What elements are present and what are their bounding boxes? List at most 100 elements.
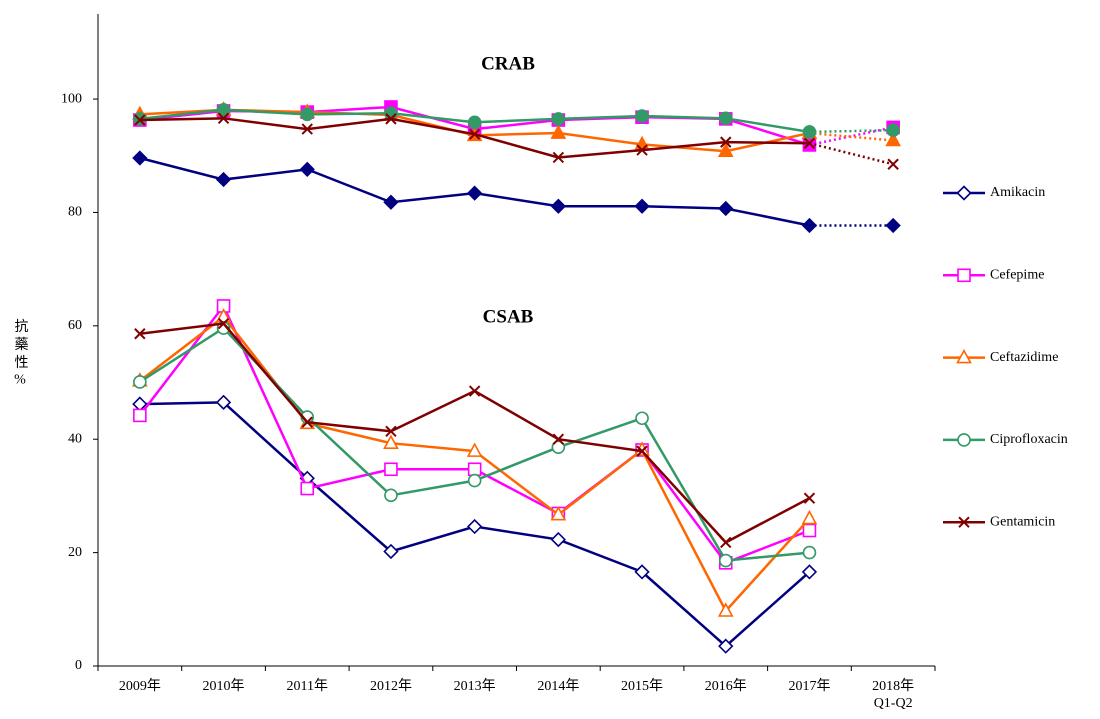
- marker: [468, 385, 481, 397]
- marker: [215, 394, 232, 410]
- marker: [299, 161, 315, 177]
- x-tick-label: 2010年: [202, 679, 245, 694]
- x-tick-label: 2014年: [537, 679, 580, 694]
- marker: [802, 138, 817, 152]
- marker: [467, 185, 483, 201]
- x-tick-label: 2017年: [788, 679, 831, 694]
- marker: [467, 462, 482, 477]
- marker: [802, 523, 817, 538]
- legend-entry: Cefepime: [943, 268, 1044, 283]
- marker: [550, 531, 566, 548]
- marker: [134, 328, 146, 340]
- marker: [958, 516, 970, 528]
- legend-entry: Gentamicin: [943, 514, 1055, 529]
- marker: [636, 144, 648, 156]
- x-tick-label: 2015年: [621, 679, 664, 694]
- marker: [217, 317, 230, 330]
- legend-label: Amikacin: [990, 185, 1045, 200]
- marker: [801, 509, 818, 525]
- marker: [718, 111, 733, 126]
- marker: [802, 125, 817, 139]
- y-tick-label: 20: [68, 545, 82, 560]
- series: [134, 317, 816, 549]
- marker: [717, 602, 734, 617]
- marker: [718, 638, 734, 654]
- marker: [634, 564, 650, 580]
- series: [132, 394, 818, 654]
- marker: [384, 488, 398, 503]
- series-dotted-line: [809, 131, 894, 142]
- y-tick-label: 80: [68, 205, 82, 220]
- marker: [466, 442, 483, 457]
- marker: [133, 375, 147, 389]
- marker: [550, 124, 567, 139]
- marker: [385, 425, 397, 437]
- series: [132, 150, 901, 234]
- marker: [801, 564, 818, 580]
- marker: [385, 113, 397, 125]
- series-line: [139, 322, 811, 544]
- legend-label: Cefepime: [990, 268, 1044, 283]
- marker: [301, 416, 313, 428]
- x-tick-label: 2012年: [369, 679, 412, 694]
- marker: [132, 150, 148, 166]
- marker: [467, 518, 483, 535]
- annotation: CSAB: [483, 306, 534, 327]
- marker: [885, 217, 901, 234]
- legend-entry: Ciprofloxacin: [943, 432, 1068, 447]
- marker: [551, 440, 566, 454]
- x-tick-label: 2011年: [286, 679, 328, 694]
- marker: [885, 131, 901, 147]
- marker: [720, 536, 732, 549]
- marker: [886, 123, 900, 138]
- series-dotted-line: [809, 142, 894, 166]
- legend-label: Ceftazidime: [990, 350, 1058, 365]
- legend-label: Gentamicin: [990, 514, 1055, 529]
- y-tick-label: 40: [68, 431, 82, 446]
- series-dotted-line: [809, 126, 894, 147]
- marker: [803, 492, 816, 504]
- marker: [384, 106, 398, 121]
- marker: [467, 473, 482, 488]
- y-axis-label: 抗藥性%: [13, 319, 29, 392]
- marker: [301, 123, 313, 135]
- x-tick-label: 2016年: [704, 679, 747, 694]
- marker: [718, 200, 734, 217]
- marker: [215, 171, 232, 188]
- series-dotted-line: [809, 128, 894, 134]
- y-tick-label: 0: [75, 658, 82, 673]
- annotation: CRAB: [481, 53, 535, 74]
- marker: [551, 112, 566, 126]
- marker: [801, 217, 818, 234]
- marker: [717, 142, 734, 158]
- marker: [383, 194, 399, 210]
- marker: [133, 408, 147, 423]
- marker: [468, 128, 481, 140]
- x-tick-label: 2018年 Q1-Q2: [872, 679, 915, 711]
- marker: [552, 433, 565, 445]
- marker: [467, 115, 482, 130]
- marker: [384, 462, 398, 477]
- marker: [718, 553, 733, 568]
- marker: [383, 434, 399, 449]
- marker: [720, 136, 732, 148]
- marker: [134, 114, 146, 126]
- y-tick-label: 60: [68, 318, 82, 333]
- marker: [300, 481, 315, 496]
- marker: [802, 545, 817, 560]
- marker: [550, 198, 566, 214]
- marker: [635, 109, 649, 123]
- marker: [300, 107, 315, 122]
- marker: [550, 505, 567, 521]
- marker: [956, 185, 972, 201]
- series: [134, 112, 899, 170]
- marker: [383, 543, 399, 560]
- x-tick-label: 2013年: [453, 679, 496, 694]
- marker: [957, 433, 971, 447]
- marker: [216, 103, 231, 117]
- legend-entry: Ceftazidime: [943, 348, 1058, 365]
- marker: [887, 158, 899, 170]
- legend-label: Ciprofloxacin: [990, 432, 1068, 447]
